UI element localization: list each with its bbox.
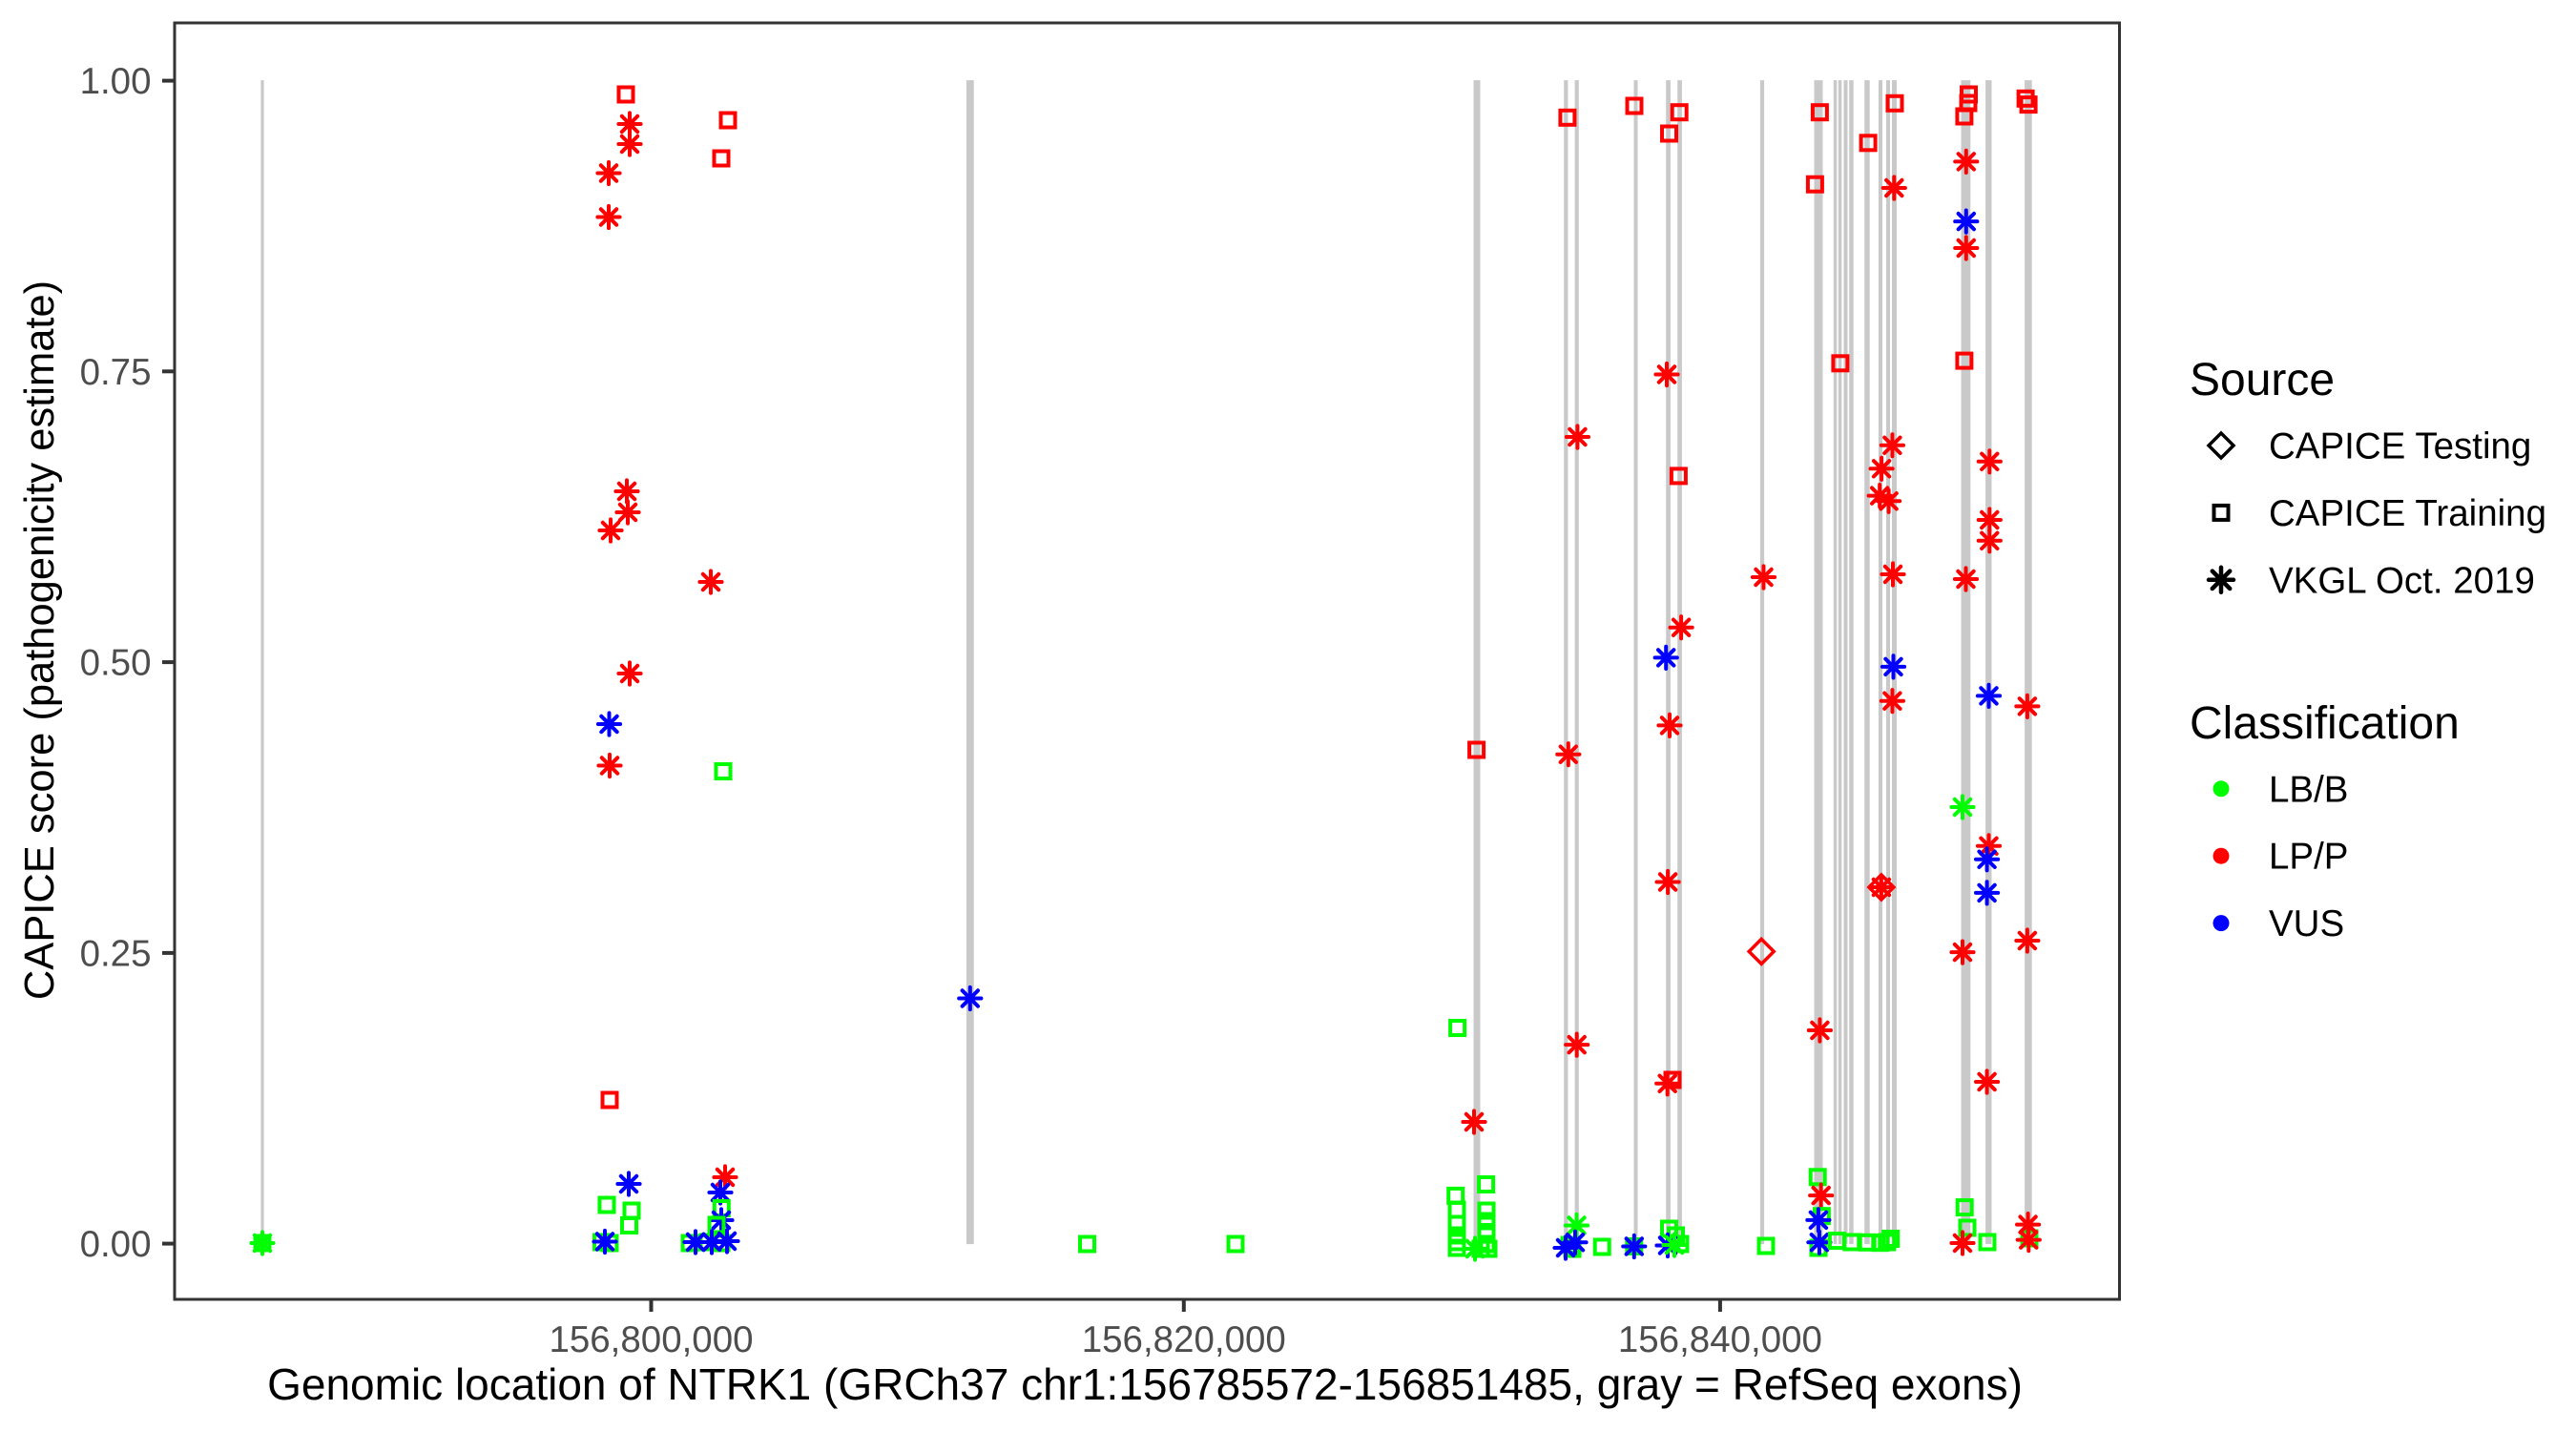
svg-text:LP/P: LP/P [2269, 837, 2348, 878]
svg-text:Genomic location of NTRK1 (GRC: Genomic location of NTRK1 (GRCh37 chr1:1… [267, 1359, 2023, 1409]
svg-text:CAPICE Training: CAPICE Training [2269, 493, 2546, 534]
svg-text:156,820,000: 156,820,000 [1082, 1319, 1286, 1360]
svg-text:Classification: Classification [2190, 698, 2460, 749]
svg-text:0.25: 0.25 [80, 933, 152, 974]
svg-text:0.00: 0.00 [80, 1224, 152, 1265]
svg-text:0.50: 0.50 [80, 643, 152, 684]
svg-text:156,840,000: 156,840,000 [1618, 1319, 1822, 1360]
svg-text:VKGL Oct. 2019: VKGL Oct. 2019 [2269, 560, 2535, 601]
svg-text:CAPICE score (pathogenicity es: CAPICE score (pathogenicity estimate) [17, 280, 63, 1000]
svg-text:Source: Source [2190, 355, 2335, 405]
svg-text:CAPICE Testing: CAPICE Testing [2269, 426, 2531, 467]
svg-text:1.00: 1.00 [80, 61, 152, 102]
svg-text:156,800,000: 156,800,000 [549, 1319, 753, 1360]
svg-text:LB/B: LB/B [2269, 769, 2348, 810]
svg-text:0.75: 0.75 [80, 352, 152, 393]
svg-text:VUS: VUS [2269, 903, 2344, 944]
